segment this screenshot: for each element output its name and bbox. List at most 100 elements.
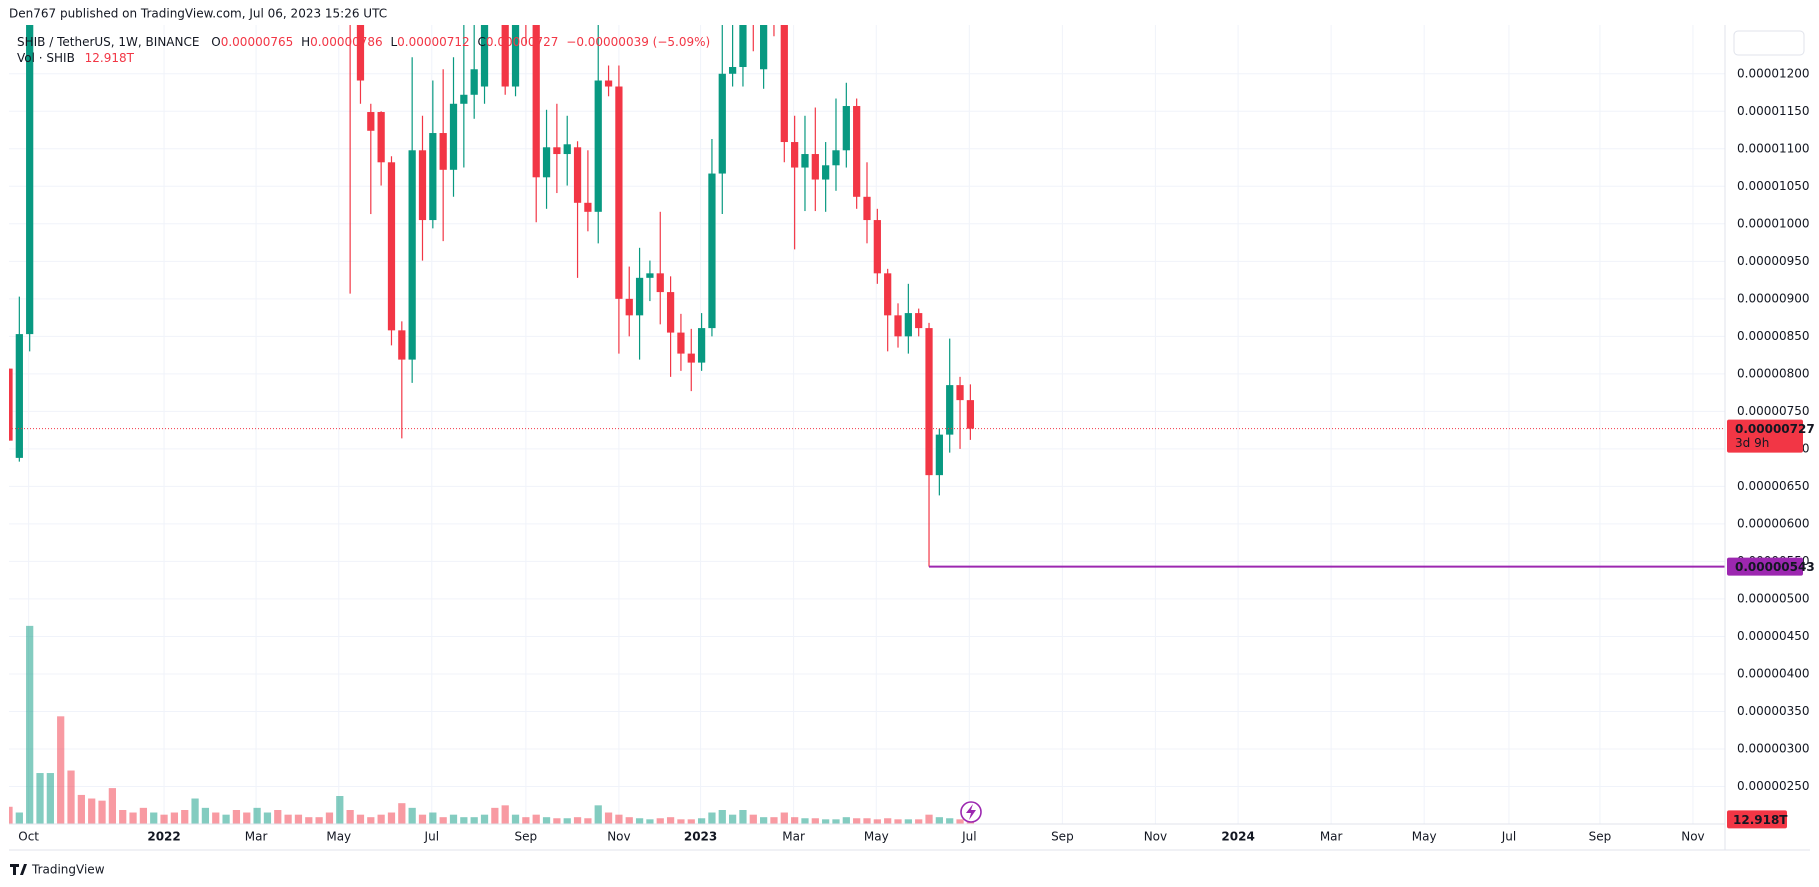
volume-bar <box>822 819 830 824</box>
y-tick-label: 0.00001000 <box>1737 216 1810 230</box>
volume-bar <box>956 819 964 824</box>
volume-bar <box>315 817 323 824</box>
volume-bar <box>946 818 954 824</box>
candle-body <box>822 165 830 180</box>
volume-bar <box>522 817 530 824</box>
x-tick-label: May <box>864 830 889 844</box>
candle-body <box>801 154 809 168</box>
candle-body <box>760 25 768 70</box>
candle-body <box>9 368 13 441</box>
candle-body <box>439 133 447 170</box>
candle-body <box>811 154 819 180</box>
ohlc-label: O <box>211 35 220 49</box>
brand-logo[interactable]: TradingView <box>10 863 105 877</box>
volume-bar <box>935 817 943 824</box>
y-tick-label: 0.00000900 <box>1737 291 1810 305</box>
ohlc-label: H <box>301 35 310 49</box>
volume-bar <box>274 810 282 824</box>
x-tick-label: Nov <box>607 830 630 844</box>
volume-bar <box>904 819 912 824</box>
volume-bar <box>749 814 757 824</box>
volume-bar <box>501 805 509 824</box>
volume-bar <box>108 788 116 824</box>
ray-label: 0.00000543 <box>1735 560 1815 574</box>
alert-icon[interactable] <box>960 801 982 823</box>
volume-bar <box>677 819 685 824</box>
candle-body <box>480 25 489 87</box>
volume-bar <box>294 814 303 824</box>
volume-bar <box>377 814 385 824</box>
volume-line: Vol · SHIB 12.918T <box>17 51 135 65</box>
settings-box[interactable] <box>1733 30 1805 56</box>
volume-bar <box>470 817 478 824</box>
volume-bar <box>646 819 654 824</box>
candle-body <box>377 112 385 163</box>
candle-body <box>853 106 861 197</box>
candle-body <box>553 147 561 155</box>
volume-bar <box>418 814 427 824</box>
volume-bar <box>9 806 13 824</box>
x-tick-label: Jul <box>424 830 439 844</box>
x-tick-label: 2023 <box>684 830 717 844</box>
volume-bar <box>584 818 592 824</box>
volume-bar <box>449 814 458 824</box>
volume-bar <box>263 812 272 824</box>
volume-bar <box>429 812 437 824</box>
volume-bar <box>801 818 809 824</box>
volume-bar <box>57 716 65 824</box>
ohlc-value: 0.00000786 <box>310 35 383 49</box>
volume-bar <box>139 807 148 824</box>
x-tick-label: 2022 <box>147 830 180 844</box>
candle-body <box>873 220 881 274</box>
x-tick-label: Sep <box>515 830 538 844</box>
candle-body <box>429 133 437 221</box>
candle-body <box>966 400 974 429</box>
volume-badge-label: 12.918T <box>1733 813 1788 827</box>
candle-body <box>666 292 675 333</box>
candle-body <box>677 332 685 354</box>
countdown-label: 3d 9h <box>1735 436 1769 450</box>
candle-body <box>935 434 943 476</box>
candle-body <box>863 196 871 221</box>
symbol: SHIB / TetherUS, 1W, BINANCE <box>17 35 199 49</box>
candle-body <box>26 25 34 335</box>
volume-bar <box>67 770 75 824</box>
candle-body <box>687 353 695 363</box>
x-tick-label: Nov <box>1681 830 1704 844</box>
candle-body <box>449 103 458 170</box>
volume-bar <box>853 818 861 824</box>
volume-bar <box>480 814 489 824</box>
candle-body <box>894 315 902 337</box>
candle-body <box>656 273 664 293</box>
volume-bar <box>915 819 923 824</box>
volume-bar <box>708 812 716 824</box>
x-tick-label: Nov <box>1144 830 1167 844</box>
y-tick-label: 0.00000350 <box>1737 704 1810 718</box>
volume-bar <box>191 798 199 824</box>
last-price-badge <box>1727 419 1803 453</box>
volume-bar <box>666 817 675 824</box>
y-tick-label: 0.00000750 <box>1737 404 1810 418</box>
volume-bar <box>232 810 241 824</box>
volume-bar <box>553 818 561 824</box>
candle-body <box>842 106 850 151</box>
volume-bar <box>594 805 602 824</box>
volume-bar <box>604 812 613 824</box>
volume-bar <box>728 814 737 824</box>
y-tick-label: 0.00000950 <box>1737 254 1810 268</box>
volume-bar <box>346 810 354 824</box>
candle-body <box>563 144 571 155</box>
volume-bar <box>573 817 582 824</box>
volume-bar <box>222 814 230 824</box>
candle-body <box>470 69 478 95</box>
volume-bar <box>170 812 179 824</box>
candle-body <box>542 147 551 178</box>
overlay: 0.00000250 0.00000300 0.00000350 0.00000400… <box>9 66 1815 844</box>
publisher-line: Den767 published on TradingView.com, Jul… <box>9 7 387 21</box>
volume-bar <box>718 810 726 824</box>
y-tick-label: 0.00001100 <box>1737 141 1810 155</box>
candle-body <box>573 147 582 203</box>
volume-bar <box>398 803 406 824</box>
volume-bar <box>491 807 499 824</box>
